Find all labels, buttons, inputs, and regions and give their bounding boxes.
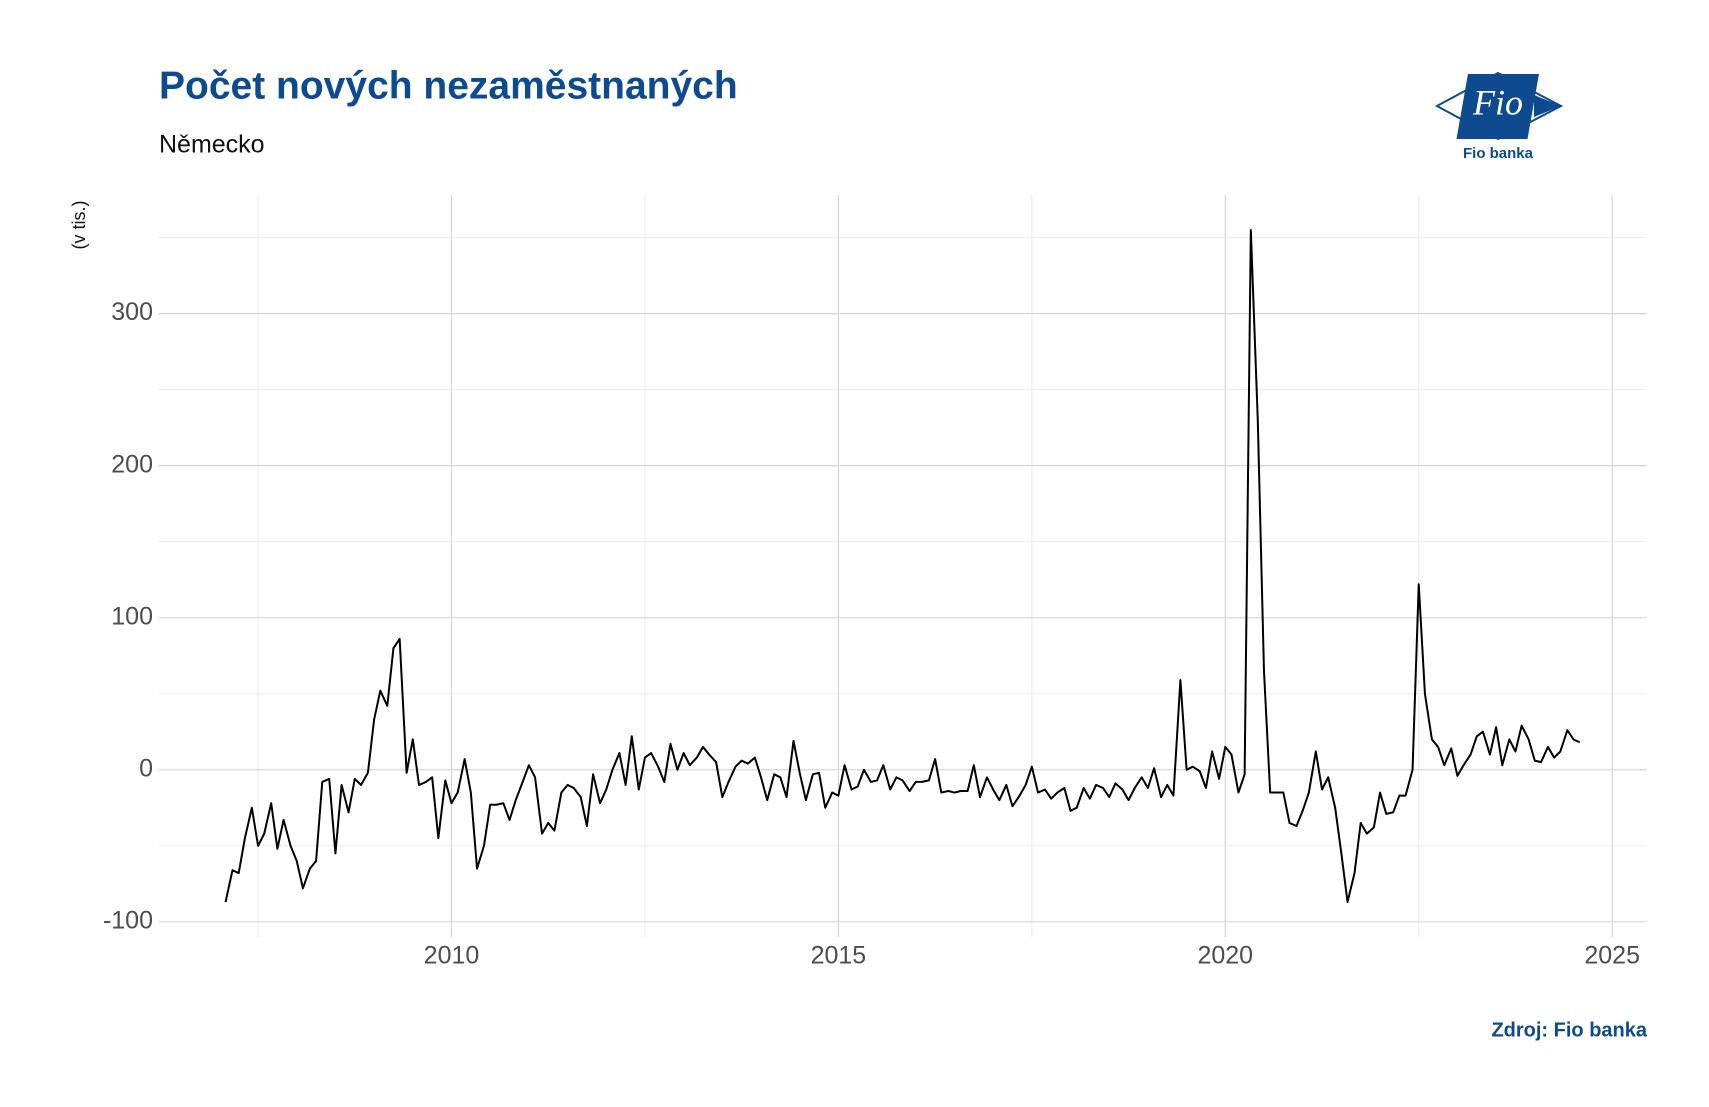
logo-flag bbox=[1456, 74, 1539, 139]
y-tick-label: 300 bbox=[111, 298, 153, 326]
x-tick-label: 2020 bbox=[1197, 942, 1253, 970]
logo-mark: Fio bbox=[1472, 82, 1523, 122]
y-axis-label: (v tis.) bbox=[69, 201, 89, 250]
x-tick-label: 2010 bbox=[424, 942, 480, 970]
x-tick-label: 2015 bbox=[811, 942, 867, 970]
y-tick-label: 0 bbox=[139, 754, 153, 782]
data-line bbox=[224, 228, 1581, 904]
x-tick-label: 2025 bbox=[1584, 942, 1640, 970]
logo: Fio Fio banka bbox=[1434, 71, 1564, 162]
y-tick-label: 100 bbox=[111, 602, 153, 630]
logo-tip bbox=[1534, 95, 1561, 117]
chart-subtitle: Německo bbox=[159, 131, 265, 159]
source: Zdroj: Fio banka bbox=[1491, 1019, 1647, 1041]
y-tick-label: 200 bbox=[111, 450, 153, 478]
logo-name: Fio banka bbox=[1463, 145, 1534, 162]
y-tick-label: -100 bbox=[103, 906, 153, 934]
chart-title: Počet nových nezaměstnaných bbox=[159, 64, 738, 107]
